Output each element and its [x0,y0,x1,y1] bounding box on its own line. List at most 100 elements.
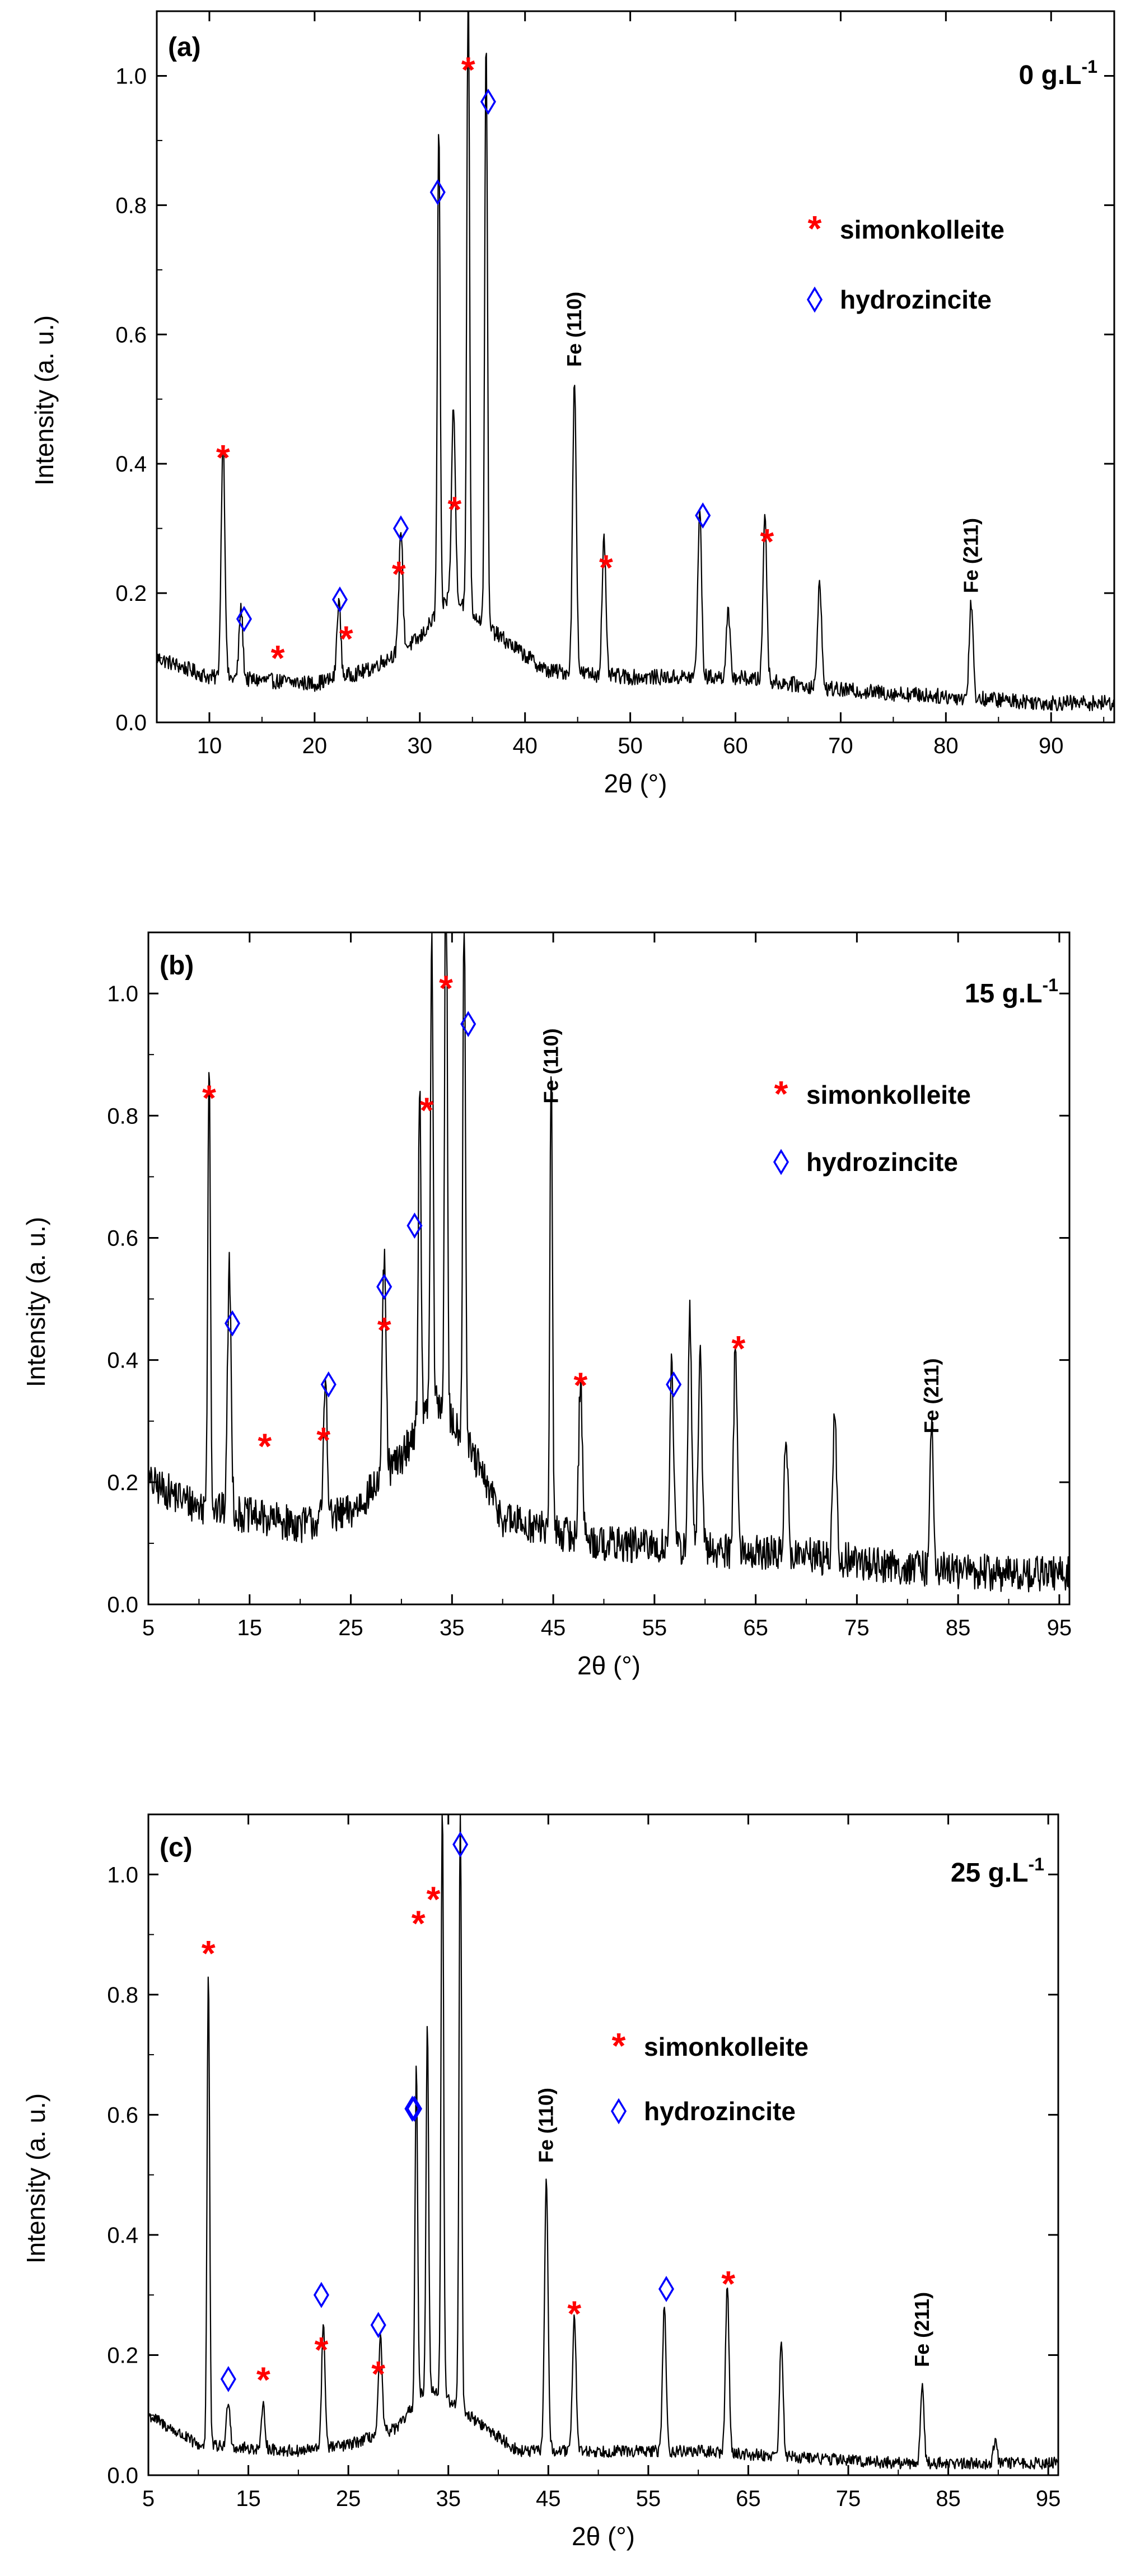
panel-1-x-tick-label: 65 [743,1616,768,1640]
panel-2-hydrozincite-marker [658,2276,675,2302]
panel-0-legend-star-icon: * [808,208,822,249]
panel-0-xrd-pattern-line [156,10,1115,712]
panel-2-x-tick-label: 95 [1036,2486,1061,2511]
panel-1-fe-peak-label: Fe (211) [920,1358,943,1433]
panel-2-simonkolleite-marker: * [567,2294,581,2334]
panel-0-simonkolleite-marker: * [461,49,475,90]
panel-2-panel-tag: (c) [160,1833,193,1863]
panel-1-simonkolleite-marker: * [731,1328,745,1369]
panel-0-legend-diamond-icon [806,286,823,313]
panel-1-x-tick-label: 85 [946,1616,971,1640]
panel-2-y-tick-label: 0.8 [107,1983,138,2008]
panel-0-hydrozincite-marker [393,515,409,542]
panel-0-fe-peak-label: Fe (110) [563,292,586,367]
panel-1-y-tick-label: 1.0 [107,982,138,1006]
panel-2-plot-frame [147,1813,1059,2476]
panel-1-legend-diamond-icon [773,1149,789,1175]
panel-1-y-tick-label: 0.0 [107,1593,138,1617]
panel-1-x-tick-label: 15 [237,1616,263,1640]
panel-1-hydrozincite-marker [460,1011,476,1038]
panel-0-simonkolleite-marker: * [339,618,353,659]
panel-2-xrd-pattern-line [148,1813,1059,2470]
panel-2-x-tick-label: 85 [936,2486,961,2511]
panel-2-simonkolleite-marker: * [256,2360,270,2400]
panel-2-x-tick-label: 75 [836,2486,861,2511]
panel-0-hydrozincite-marker [480,88,496,115]
panel-0-x-tick-label: 10 [197,734,222,758]
panel-2-fe-peak-label: Fe (110) [535,2088,558,2163]
panel-1-plot-frame [147,931,1071,1606]
panel-2-x-axis-title: 2θ (°) [572,2522,635,2551]
panel-2-legend-simonkolleite: simonkolleite [644,2032,809,2061]
panel-2-legend-hydrozincite: hydrozincite [644,2097,796,2126]
panel-1-x-tick-label: 75 [844,1616,870,1640]
panel-2-y-tick-label: 0.6 [107,2103,138,2127]
panel-0-plot-frame [156,10,1115,724]
panel-0-fe-peak-label: Fe (211) [959,518,982,593]
panel-2-x-tick-label: 25 [336,2486,361,2511]
panel-1-panel-tag: (b) [160,951,194,981]
panel-1-concentration-label: 15 g.L-1 [965,975,1058,1009]
panel-0-y-axis-title: Intensity (a. u.) [30,315,59,486]
panel-0-x-tick-label: 90 [1039,734,1064,758]
panel-1-simonkolleite-marker: * [377,1310,391,1350]
panel-1-hydrozincite-marker [666,1371,682,1398]
panel-1-simonkolleite-marker: * [439,968,453,1008]
panel-0-simonkolleite-marker: * [271,638,285,678]
panel-2-x-tick-label: 45 [536,2486,561,2511]
panel-0-y-tick-label: 0.2 [115,581,147,606]
panel-1-x-tick-label: 35 [440,1616,465,1640]
panel-1-y-axis-title: Intensity (a. u.) [21,1217,50,1387]
panel-1-hydrozincite-marker [376,1273,393,1300]
panel-0-y-tick-label: 1.0 [115,64,147,88]
panel-2-simonkolleite-marker: * [202,1933,216,1973]
panel-2-simonkolleite-marker: * [721,2264,735,2304]
panel-1-simonkolleite-marker: * [573,1365,587,1405]
panel-1-x-tick-label: 45 [541,1616,566,1640]
panel-2-x-tick-label: 15 [236,2486,261,2511]
panel-0-y-tick-label: 0.4 [115,452,147,477]
panel-2-hydrozincite-marker [313,2281,329,2308]
panel-1-x-tick-label: 95 [1047,1616,1072,1640]
panel-1-x-tick-label: 55 [642,1616,667,1640]
panel-0-x-tick-label: 70 [828,734,853,758]
panel-2-legend-diamond-icon [610,2098,627,2125]
panel-2-y-axis-title: Intensity (a. u.) [21,2093,50,2264]
panel-0-x-tick-label: 20 [302,734,328,758]
panel-0-simonkolleite-marker: * [392,554,406,594]
panel-1-fe-peak-label: Fe (110) [539,1028,562,1103]
panel-0-x-tick-label: 40 [512,734,538,758]
panel-2-y-tick-label: 1.0 [107,1863,138,1887]
panel-1-simonkolleite-marker: * [258,1426,272,1466]
panel-2-simonkolleite-marker: * [426,1879,440,1919]
panel-0-simonkolleite-marker: * [599,547,613,587]
panel-0-simonkolleite-marker: * [447,489,461,529]
panel-1-simonkolleite-marker: * [202,1078,216,1118]
panel-0-y-tick-label: 0.8 [115,193,147,218]
panel-2-fe-peak-label: Fe (211) [910,2292,933,2367]
panel-0-simonkolleite-marker: * [216,437,230,478]
panel-1-xrd-pattern-line [147,931,1070,1593]
panel-2-hydrozincite-marker [404,2096,421,2122]
panel-2-y-tick-label: 0.2 [107,2343,138,2368]
panel-1-legend-star-icon: * [774,1074,788,1114]
panel-0-hydrozincite-marker [429,179,446,206]
panel-1-simonkolleite-marker: * [316,1420,330,1460]
panel-0-legend-hydrozincite: hydrozincite [840,285,992,314]
panel-1-y-tick-label: 0.4 [107,1348,138,1373]
panel-2-simonkolleite-marker: * [371,2354,385,2394]
panel-1-legend-hydrozincite: hydrozincite [806,1147,958,1177]
panel-1-simonkolleite-marker: * [420,1090,434,1130]
panel-0-x-tick-label: 80 [933,734,959,758]
panel-0-simonkolleite-marker: * [760,521,774,562]
panel-0-x-tick-label: 50 [618,734,643,758]
panel-1-x-tick-label: 5 [142,1616,155,1640]
panel-1-hydrozincite-marker [224,1310,241,1337]
panel-1-y-tick-label: 0.2 [107,1471,138,1495]
panel-2-simonkolleite-marker: * [314,2330,328,2370]
panel-2-x-tick-label: 5 [142,2486,155,2511]
panel-2-x-tick-label: 35 [436,2486,461,2511]
panel-0-y-tick-label: 0.0 [115,711,147,735]
